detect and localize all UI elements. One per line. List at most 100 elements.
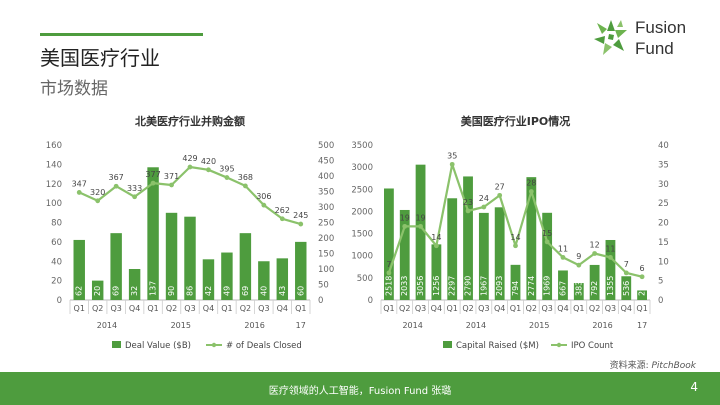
- y-left-tick-label: 1000: [351, 252, 373, 262]
- y-left-tick-label: 0: [368, 296, 373, 306]
- line-value-label: 245: [293, 211, 308, 220]
- bar: [589, 264, 600, 300]
- logo-line1: Fusion: [635, 18, 687, 37]
- year-label: 2014: [402, 321, 422, 330]
- bar-value-label: 90: [167, 286, 176, 296]
- x-tick-label: Q3: [605, 304, 616, 313]
- y-left-tick-label: 140: [46, 160, 62, 170]
- x-tick-label: Q1: [383, 304, 394, 313]
- fusion-fund-logo: Fusion Fund: [591, 17, 701, 67]
- y-right-tick-label: 15: [658, 238, 669, 248]
- x-tick-label: Q4: [431, 304, 442, 313]
- x-tick-label: Q1: [74, 304, 85, 313]
- x-tick-label: Q1: [147, 304, 158, 313]
- bar: [510, 264, 521, 300]
- bar: [202, 259, 215, 300]
- line-point: [279, 216, 285, 222]
- y-right-tick-label: 450: [318, 157, 334, 167]
- x-tick-label: Q4: [129, 304, 140, 313]
- y-right-tick-label: 500: [318, 141, 334, 151]
- x-tick-label: Q2: [526, 304, 537, 313]
- y-right-tick-label: 150: [318, 250, 334, 260]
- y-right-tick-label: 50: [318, 281, 329, 291]
- y-left-tick-label: 160: [46, 141, 62, 151]
- bar-value-label: 2093: [495, 276, 504, 296]
- line-value-label: 35: [447, 151, 457, 160]
- line-point: [608, 254, 613, 260]
- line-value-label: 14: [510, 233, 520, 242]
- line-point: [465, 208, 471, 214]
- x-tick-label: Q1: [510, 304, 521, 313]
- line-point: [386, 270, 392, 276]
- logo-line2: Fund: [635, 39, 674, 58]
- line-point: [513, 243, 518, 249]
- bar: [91, 280, 104, 300]
- legend-bar-label: Deal Value ($B): [125, 341, 191, 351]
- source-value: PitchBook: [651, 361, 696, 371]
- bar: [542, 212, 553, 300]
- legend-line-label: IPO Count: [571, 341, 614, 351]
- line-value-label: 6: [640, 264, 645, 273]
- x-tick-label: Q3: [184, 304, 195, 313]
- x-tick-label: Q1: [295, 304, 306, 313]
- line-point: [528, 189, 534, 194]
- bar-value-label: 69: [241, 286, 250, 296]
- x-tick-label: Q3: [258, 304, 269, 313]
- ipo-chart: 美国医疗行业IPO情况 0 500 1000 1500 2000 2500 3000 3500 0…: [351, 114, 669, 351]
- line-point: [76, 190, 82, 195]
- x-tick-label: Q3: [478, 304, 489, 313]
- bar: [494, 207, 505, 300]
- line-point: [576, 262, 582, 268]
- line-value-label: 11: [605, 244, 615, 253]
- legend-line-marker: [211, 342, 217, 348]
- y-right-tick-label: 5: [658, 277, 663, 287]
- x-tick-label: Q3: [415, 304, 426, 313]
- y-right-tick-label: 20: [658, 219, 669, 229]
- y-left-tick-label: 3500: [351, 141, 373, 151]
- page-number: 4: [690, 380, 698, 394]
- x-tick-label: Q2: [240, 304, 251, 313]
- line-point: [560, 254, 566, 260]
- x-tick-label: Q3: [541, 304, 552, 313]
- bar: [478, 212, 489, 300]
- line-value-label: 27: [495, 182, 505, 191]
- bar-value-label: 1355: [606, 276, 615, 296]
- bar: [431, 244, 442, 300]
- year-label: 2016: [592, 321, 612, 330]
- bar-value-label: 2774: [527, 276, 536, 296]
- x-tick-label: Q1: [447, 304, 458, 313]
- line-value-label: 429: [182, 154, 197, 163]
- bar-value-label: 383: [574, 281, 583, 296]
- x-tick-label: Q2: [589, 304, 600, 313]
- bar: [276, 258, 289, 300]
- ma-chart: 北美医疗行业并购金额 0 20 40 60 80 100 120 140 160 0 50 100 150…: [46, 114, 334, 351]
- x-tick-label: Q2: [92, 304, 103, 313]
- x-tick-label: Q1: [636, 304, 647, 313]
- bar-value-label: 49: [222, 286, 231, 296]
- line-value-label: 28: [526, 179, 536, 188]
- line-point: [592, 251, 598, 256]
- line-series: [387, 163, 643, 278]
- line-point: [150, 180, 156, 186]
- bar-value-label: 216: [638, 281, 647, 296]
- y-left-tick-label: 40: [51, 257, 62, 267]
- line-value-label: 333: [127, 184, 142, 193]
- y-left-tick-label: 500: [357, 274, 373, 284]
- bar: [295, 241, 307, 300]
- bar-value-label: 536: [622, 281, 631, 296]
- bar-value-label: 42: [204, 286, 213, 296]
- bar-value-label: 2297: [448, 276, 457, 296]
- bar: [447, 198, 458, 300]
- y-right-tick-label: 25: [658, 199, 669, 209]
- x-tick-label: Q3: [110, 304, 121, 313]
- y-right-tick-label: 30: [658, 180, 669, 190]
- footer-bar: 医疗领域的人工智能，Fusion Fund 张璐 4: [0, 372, 720, 405]
- y-left-tick-label: 100: [46, 199, 62, 209]
- line-point: [132, 194, 138, 200]
- bar: [415, 164, 426, 300]
- legend-bar-swatch: [443, 341, 452, 348]
- line-value-label: 12: [590, 241, 600, 250]
- y-right-tick-label: 40: [658, 141, 669, 151]
- line-value-label: 7: [624, 260, 629, 269]
- bar-value-label: 2518: [384, 276, 393, 296]
